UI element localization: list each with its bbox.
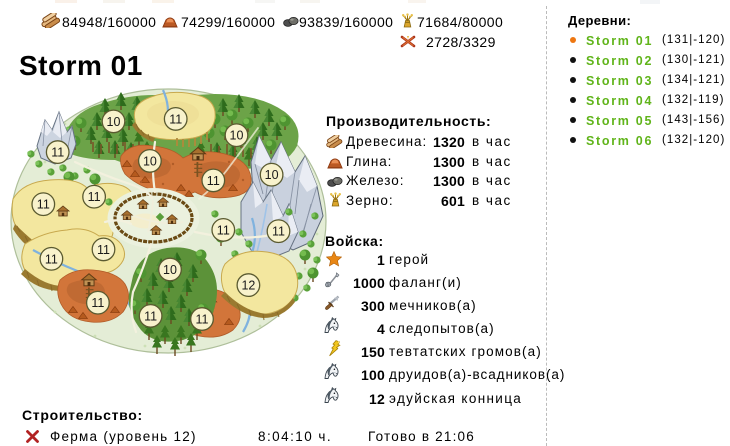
svg-text:11: 11 xyxy=(207,174,220,188)
svg-text:11: 11 xyxy=(37,198,50,212)
svg-text:11: 11 xyxy=(45,252,58,266)
svg-text:11: 11 xyxy=(144,309,157,323)
svg-text:12: 12 xyxy=(241,279,255,293)
svg-text:11: 11 xyxy=(88,190,101,204)
svg-text:11: 11 xyxy=(97,243,110,257)
svg-text:11: 11 xyxy=(217,223,230,237)
svg-text:10: 10 xyxy=(230,129,244,143)
svg-text:11: 11 xyxy=(51,146,64,160)
svg-text:10: 10 xyxy=(163,263,177,277)
svg-text:11: 11 xyxy=(169,112,182,126)
svg-text:10: 10 xyxy=(107,115,121,129)
svg-text:11: 11 xyxy=(272,225,285,239)
svg-text:10: 10 xyxy=(265,168,279,182)
svg-text:10: 10 xyxy=(143,154,157,168)
svg-text:11: 11 xyxy=(196,313,209,327)
svg-text:11: 11 xyxy=(91,296,104,310)
